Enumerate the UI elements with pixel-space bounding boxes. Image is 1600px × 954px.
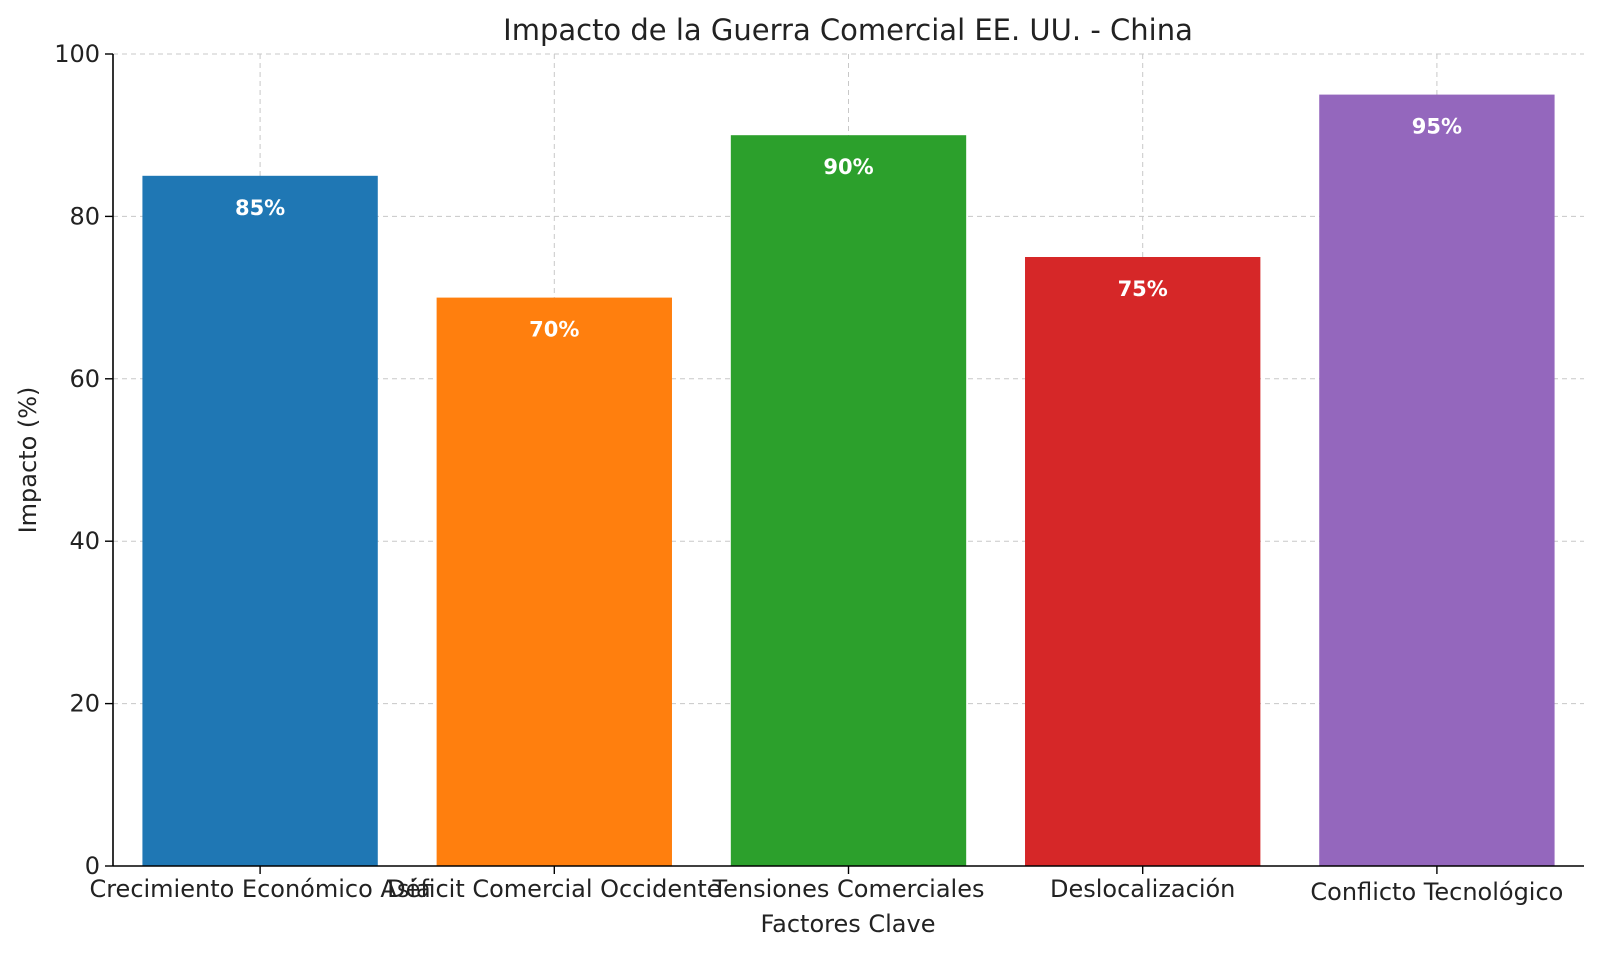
y-tick-label: 80 xyxy=(69,202,100,230)
y-tick-label: 40 xyxy=(69,527,100,555)
bar-data-label: 90% xyxy=(823,155,873,179)
bar-data-label: 85% xyxy=(235,196,285,220)
x-tick-label: Crecimiento Económico Asia xyxy=(89,875,430,903)
chart-title: Impacto de la Guerra Comercial EE. UU. -… xyxy=(503,13,1193,47)
bar xyxy=(142,175,378,867)
x-tick-label: Conflicto Tecnológico xyxy=(1310,878,1563,906)
y-tick-label: 20 xyxy=(69,690,100,718)
bars xyxy=(142,94,1555,867)
y-axis-label: Impacto (%) xyxy=(14,387,42,534)
bar xyxy=(730,135,967,866)
bar xyxy=(436,297,672,867)
y-tick-label: 0 xyxy=(85,852,100,880)
y-tick-label: 100 xyxy=(54,40,100,68)
bar-data-labels: 85% 70% 90% 75% 95% xyxy=(235,115,1462,342)
y-tick-label: 60 xyxy=(69,365,100,393)
x-axis-label: Factores Clave xyxy=(761,910,936,938)
x-tick-label: Tensiones Comerciales xyxy=(712,875,985,903)
x-tick-label: Deslocalización xyxy=(1050,875,1235,903)
y-axis-ticks: 0 20 40 60 80 100 xyxy=(54,40,113,880)
bar-data-label: 75% xyxy=(1118,277,1168,301)
x-tick-label: Déficit Comercial Occidente xyxy=(387,875,721,903)
bar xyxy=(1319,94,1555,867)
bar-data-label: 70% xyxy=(529,318,579,342)
bar xyxy=(1025,257,1261,866)
bar-data-label: 95% xyxy=(1412,115,1462,139)
